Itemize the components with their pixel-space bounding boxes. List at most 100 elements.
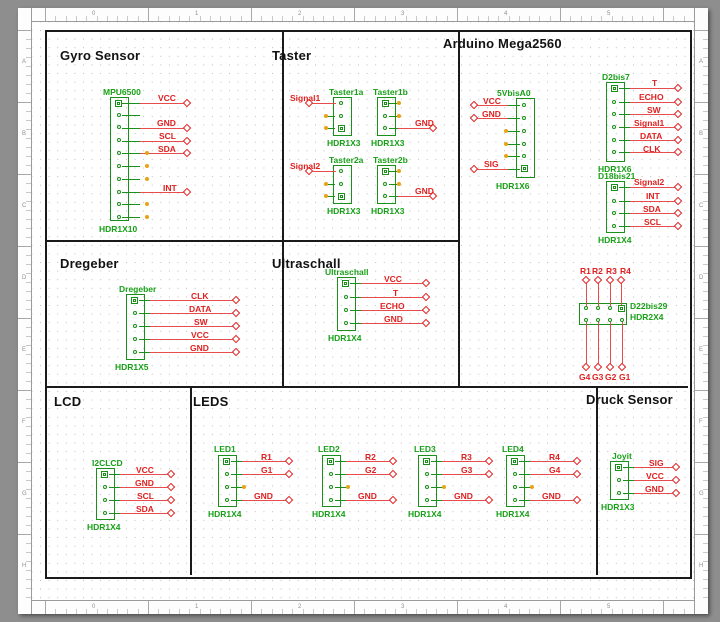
wire-signal2[interactable] [308,171,336,172]
pin-6[interactable] [521,165,528,172]
pin-4[interactable] [224,498,229,502]
pin-2[interactable] [383,182,387,186]
ruler-bottom[interactable]: 0 1 2 3 4 5 6 [18,600,708,614]
pin-1[interactable] [339,169,343,173]
pin-1[interactable] [342,280,349,287]
pin-bottom-4[interactable] [620,318,624,322]
pin-2[interactable] [224,472,229,476]
wire-r3[interactable] [610,280,611,306]
wire-clk[interactable] [150,300,235,301]
pin-3[interactable] [328,485,333,489]
pin-4[interactable] [102,511,107,515]
wire-gnd[interactable] [398,128,433,129]
pin-4[interactable] [343,321,348,325]
pin-1[interactable] [511,458,518,465]
pin-1[interactable] [615,464,622,471]
pin-1[interactable] [131,297,138,304]
pin-8[interactable] [116,190,121,194]
ruler-right[interactable]: A B C D E F G H [694,8,708,614]
wire-echo[interactable] [630,102,677,103]
schematic-sheet[interactable]: 0 1 2 3 4 5 6 0 1 2 3 4 5 6 A B C D E F G H A B C D E F G H Gyro S… [18,8,708,614]
connector-body-led4[interactable] [506,455,525,507]
pin-2[interactable] [328,472,333,476]
pin-1[interactable] [382,100,389,107]
pin-1[interactable] [423,458,430,465]
wire-data[interactable] [630,140,677,141]
pin-bottom-1[interactable] [584,318,588,322]
wire-gnd[interactable] [634,493,675,494]
wire-gnd[interactable] [530,500,576,501]
wire-sw[interactable] [150,326,235,327]
connector-body-d18bis21[interactable] [606,181,625,233]
wire-gnd[interactable] [442,500,488,501]
pin-1[interactable] [339,101,343,105]
pin-top-2[interactable] [596,306,600,310]
pin-9[interactable] [116,202,121,206]
ruler-top[interactable]: 0 1 2 3 4 5 6 [18,8,708,22]
pin-6[interactable] [116,164,121,168]
pin-4[interactable] [424,498,429,502]
pin-1[interactable] [382,168,389,175]
wire-scl[interactable] [120,500,170,501]
wire-echo[interactable] [361,310,425,311]
wire-r4[interactable] [621,280,622,305]
wire-r1[interactable] [242,461,288,462]
ruler-left[interactable]: A B C D E F G H [18,8,32,614]
pin-3[interactable] [612,211,616,215]
pin-3[interactable] [522,129,526,133]
pin-4[interactable] [512,498,517,502]
pin-top-4[interactable] [618,305,625,312]
pin-2[interactable] [116,113,121,117]
pin-2[interactable] [612,199,616,203]
wire-vcc[interactable] [150,339,235,340]
wire-data[interactable] [150,313,235,314]
pin-3[interactable] [338,193,345,200]
wire-r4[interactable] [530,461,576,462]
wire-gnd[interactable] [361,323,425,324]
pin-4[interactable] [612,125,616,129]
wire-vcc[interactable] [474,105,508,106]
pin-7[interactable] [116,177,121,181]
wire-gnd[interactable] [474,118,508,119]
wire-gnd[interactable] [140,128,186,129]
pin-3[interactable] [612,112,616,116]
pin-3[interactable] [616,491,621,495]
connector-body-d22bis29[interactable] [579,303,627,325]
pin-5[interactable] [522,154,526,158]
pin-3[interactable] [224,485,229,489]
wire-sda[interactable] [630,213,677,214]
pin-1[interactable] [611,85,618,92]
wire-int[interactable] [630,201,677,202]
pin-1[interactable] [611,184,618,191]
pin-1[interactable] [101,471,108,478]
pin-2[interactable] [339,114,343,118]
connector-body-ultraschall[interactable] [337,277,356,331]
wire-scl[interactable] [630,226,677,227]
pin-3[interactable] [383,194,387,198]
wire-sw[interactable] [630,114,677,115]
pin-3[interactable] [424,485,429,489]
pin-3[interactable] [102,498,107,502]
pin-1[interactable] [223,458,230,465]
wire-sda[interactable] [120,513,170,514]
pin-2[interactable] [343,295,348,299]
wire-g2[interactable] [610,322,611,367]
wire-int[interactable] [140,192,186,193]
wire-g1[interactable] [622,322,623,367]
wire-signal2[interactable] [630,187,677,188]
connector-body-5vbisa0[interactable] [516,98,535,178]
pin-1[interactable] [115,100,122,107]
pin-top-3[interactable] [608,306,612,310]
pin-10[interactable] [116,215,121,219]
wire-signal1[interactable] [308,103,336,104]
wire-vcc[interactable] [120,474,170,475]
pin-2[interactable] [616,478,621,482]
connector-body-led1[interactable] [218,455,237,507]
pin-2[interactable] [512,472,517,476]
pin-bottom-3[interactable] [608,318,612,322]
wire-sig[interactable] [474,169,508,170]
wire-t[interactable] [630,88,677,89]
pin-1[interactable] [522,103,526,107]
connector-body-d2bis7[interactable] [606,82,625,162]
wire-r2[interactable] [598,280,599,306]
